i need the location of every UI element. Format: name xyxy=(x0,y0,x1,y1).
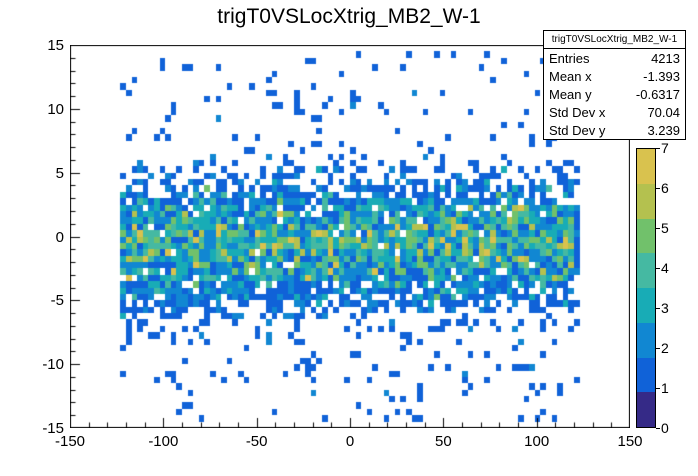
y-tick-label: 15 xyxy=(47,37,64,54)
stats-row-entries: Entries 4213 xyxy=(544,49,685,67)
colorbar xyxy=(636,148,656,428)
colorbar-tick xyxy=(656,348,660,349)
colorbar-band xyxy=(637,253,655,288)
stats-label: Mean y xyxy=(549,86,592,102)
histogram-canvas xyxy=(70,45,630,428)
x-tick-label: -150 xyxy=(54,433,86,450)
colorbar-band xyxy=(637,149,655,184)
colorbar-tick xyxy=(656,388,660,389)
x-tick-label: -100 xyxy=(148,433,179,450)
stats-label: Std Dev x xyxy=(549,104,606,120)
colorbar-band xyxy=(637,392,655,427)
stats-value: 3.239 xyxy=(647,122,680,138)
stats-value: -1.393 xyxy=(643,68,680,84)
colorbar-tick-label: 4 xyxy=(661,260,669,276)
colorbar-band xyxy=(637,322,655,358)
stats-label: Std Dev y xyxy=(549,122,606,138)
colorbar-band xyxy=(637,357,655,393)
stats-box-title: trigT0VSLocXtrig_MB2_W-1 xyxy=(544,31,685,49)
stats-row-mean-x: Mean x -1.393 xyxy=(544,67,685,85)
stats-value: -0.6317 xyxy=(635,86,680,102)
stats-row-mean-y: Mean y -0.6317 xyxy=(544,85,685,103)
y-tick-label: -10 xyxy=(42,356,64,374)
stats-value: 70.04 xyxy=(647,104,680,120)
y-tick-label: 5 xyxy=(55,164,64,182)
stats-label: Entries xyxy=(549,50,590,66)
plot-title: trigT0VSLocXtrig_MB2_W-1 xyxy=(217,5,481,28)
colorbar-tick xyxy=(656,228,660,229)
colorbar-tick-label: 1 xyxy=(661,380,669,396)
stats-value: 4213 xyxy=(651,50,680,66)
stats-label: Mean x xyxy=(549,68,592,84)
colorbar-tick-label: 7 xyxy=(661,140,669,156)
x-tick-label: 50 xyxy=(434,433,452,450)
stats-row-std-dev-y: Std Dev y 3.239 xyxy=(544,121,685,139)
y-tick-label: 0 xyxy=(55,228,64,246)
colorbar-tick xyxy=(656,188,660,189)
colorbar-tick xyxy=(656,428,660,429)
x-tick-label: 150 xyxy=(617,433,643,450)
colorbar-tick-label: 6 xyxy=(661,180,669,196)
colorbar-tick-label: 2 xyxy=(661,340,669,356)
x-tick-label: 0 xyxy=(345,433,355,450)
stats-box: trigT0VSLocXtrig_MB2_W-1 Entries 4213 Me… xyxy=(543,30,686,140)
colorbar-tick xyxy=(656,148,660,149)
x-tick-label: 100 xyxy=(524,433,550,450)
colorbar-tick-label: 0 xyxy=(661,420,669,436)
colorbar-tick-label: 3 xyxy=(661,300,669,316)
colorbar-tick xyxy=(656,268,660,269)
colorbar-tick xyxy=(656,308,660,309)
y-tick-label: -15 xyxy=(42,420,64,437)
colorbar-band xyxy=(637,288,655,323)
x-tick-label: -50 xyxy=(245,433,268,450)
stats-row-std-dev-x: Std Dev x 70.04 xyxy=(544,103,685,121)
colorbar-tick-label: 5 xyxy=(661,220,669,236)
y-tick-label: -5 xyxy=(50,292,64,310)
y-tick-label: 10 xyxy=(47,100,64,118)
colorbar-band xyxy=(637,218,655,254)
colorbar-band xyxy=(637,183,655,219)
